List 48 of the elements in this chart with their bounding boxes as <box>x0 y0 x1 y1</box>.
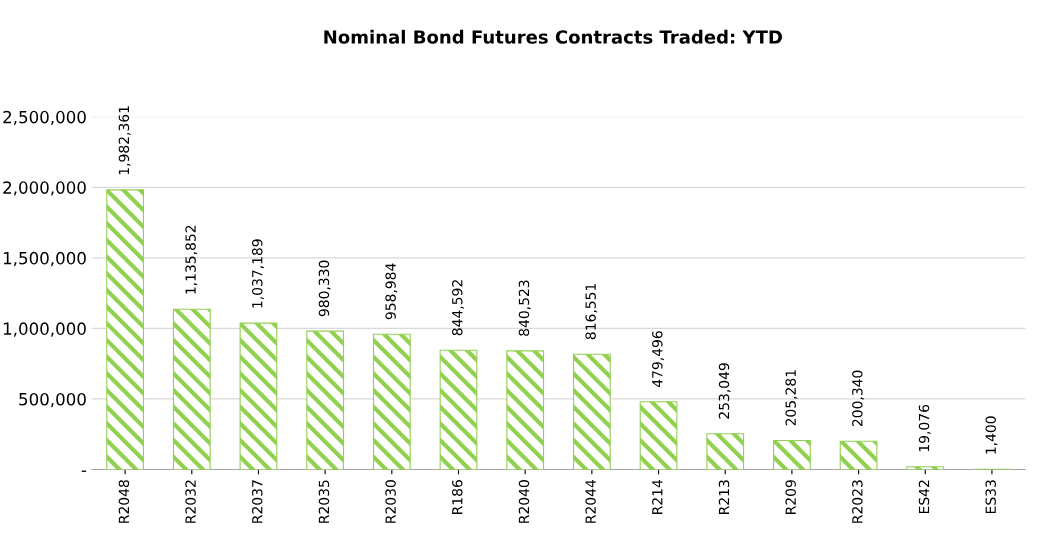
data-label: 844,592 <box>452 280 464 336</box>
y-tick-label: 1,500,000 <box>3 251 86 267</box>
data-label: 19,076 <box>918 404 931 452</box>
y-tick-label: 2,500,000 <box>3 110 86 126</box>
bar <box>839 440 878 470</box>
data-label: 840,523 <box>518 280 531 336</box>
x-tick-label: R2040 <box>518 480 530 523</box>
x-tick-label: ES42 <box>918 480 930 514</box>
data-label: 1,037,189 <box>252 239 264 308</box>
data-label: 816,551 <box>585 284 598 340</box>
data-label: 479,496 <box>652 331 664 388</box>
x-tick-label: R2044 <box>585 479 596 523</box>
bar <box>439 349 478 470</box>
data-label: 205,281 <box>785 370 798 426</box>
bar <box>372 333 411 470</box>
x-tick-label: R2048 <box>118 480 130 523</box>
x-tick-label: R2035 <box>318 480 330 523</box>
x-tick-label: R2032 <box>185 480 196 523</box>
bar <box>639 401 678 470</box>
data-label: 1,135,852 <box>185 225 198 294</box>
y-tick-label: - <box>81 470 87 472</box>
data-label: 980,330 <box>318 260 331 317</box>
y-tick-label: 1,000,000 <box>3 322 86 337</box>
y-tick-label: 500,000 <box>19 392 86 408</box>
bar <box>172 308 211 470</box>
bar <box>706 433 745 470</box>
data-label: 1,982,361 <box>118 106 131 175</box>
x-tick-label: R2023 <box>852 480 863 523</box>
x-tick-label: R213 <box>718 480 730 514</box>
data-label: 958,984 <box>385 263 398 320</box>
x-tick-label: R214 <box>652 479 663 514</box>
x-tick-label: R186 <box>452 480 463 514</box>
bar <box>239 322 278 470</box>
x-tick-label: R2030 <box>385 480 396 523</box>
data-label: 1,400 <box>985 416 998 454</box>
bar <box>572 353 611 470</box>
x-tick-label: ES33 <box>985 480 996 514</box>
bar <box>906 466 945 470</box>
bar <box>306 330 345 470</box>
x-tick-label: R209 <box>785 480 796 514</box>
bar <box>773 439 811 470</box>
y-tick-label: 2,000,000 <box>3 181 86 196</box>
data-label: 253,049 <box>718 363 731 419</box>
bar <box>106 189 145 470</box>
chart-title: Nominal Bond Futures Contracts Traded: YTD <box>324 29 782 44</box>
bar <box>506 350 545 470</box>
x-tick-label: R2037 <box>252 480 263 523</box>
data-label: 200,340 <box>852 370 865 427</box>
